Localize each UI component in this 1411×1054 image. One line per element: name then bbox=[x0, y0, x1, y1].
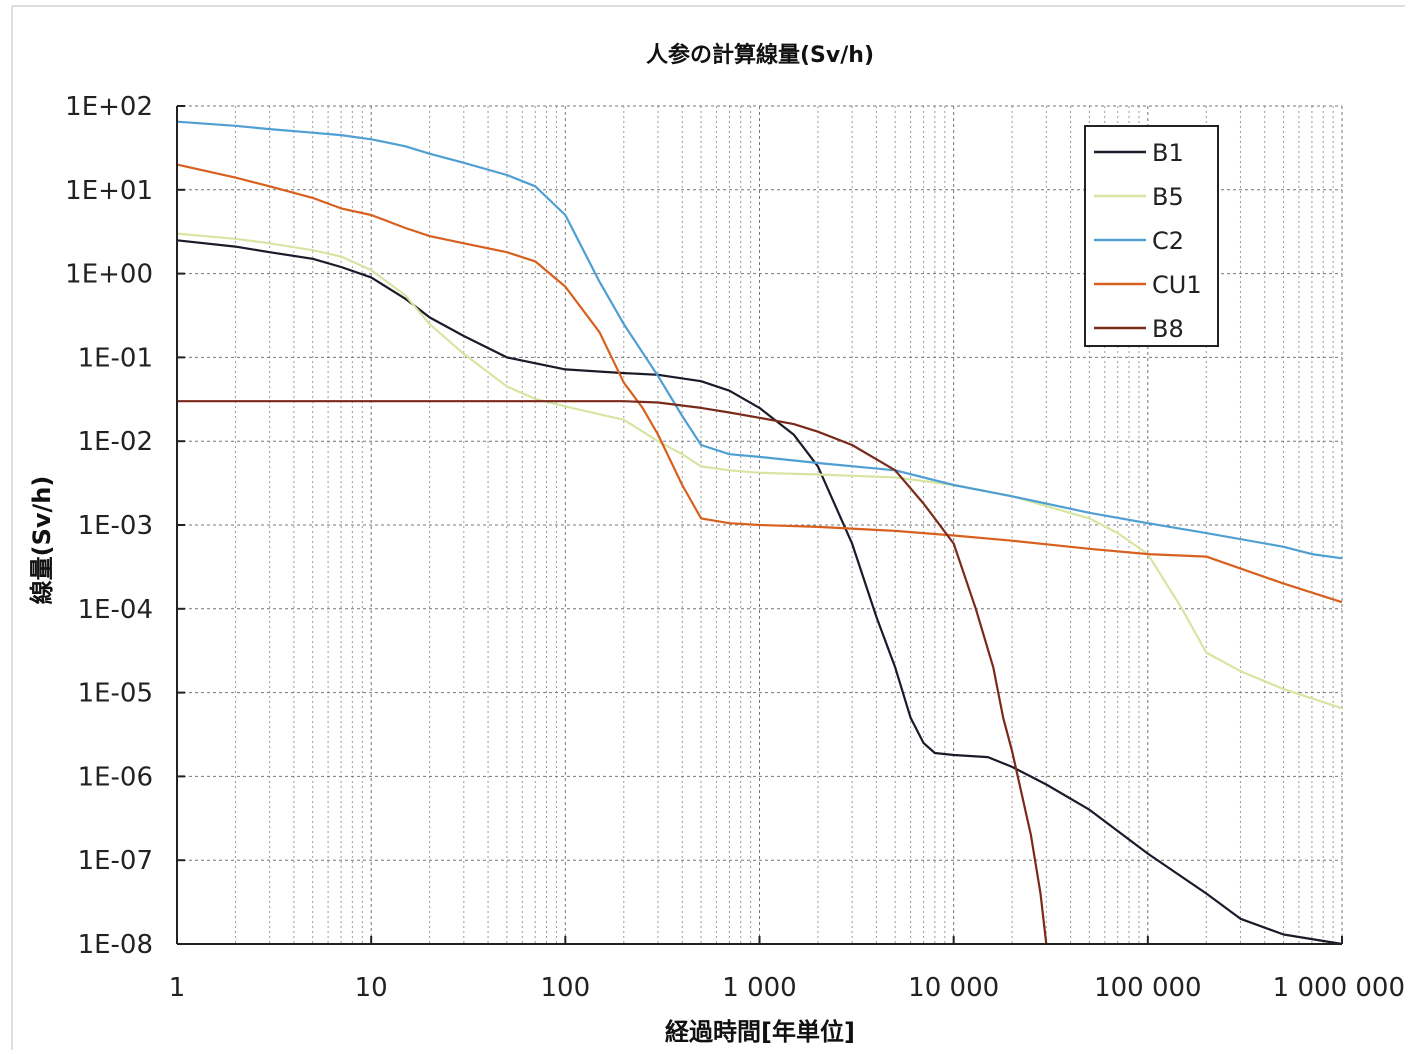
y-tick-label: 1E-08 bbox=[78, 930, 153, 960]
x-tick-label: 10 000 bbox=[908, 973, 999, 1003]
x-tick-label: 1 000 000 bbox=[1273, 973, 1405, 1003]
legend-label-c2: C2 bbox=[1152, 227, 1184, 255]
y-tick-label: 1E-01 bbox=[78, 343, 153, 373]
y-axis-title: 線量(Sv/h) bbox=[28, 476, 56, 605]
x-tick-label: 1 000 bbox=[722, 973, 796, 1003]
x-tick-label: 100 bbox=[541, 973, 591, 1003]
y-tick-label: 1E+02 bbox=[65, 92, 153, 122]
legend-label-b8: B8 bbox=[1152, 315, 1184, 343]
series-line-cu1 bbox=[176, 163, 1343, 604]
series-line-c2 bbox=[176, 120, 1343, 560]
y-tick-label: 1E-02 bbox=[78, 427, 153, 457]
axes bbox=[176, 105, 1343, 945]
series-line-b5 bbox=[176, 232, 1343, 710]
tick-labels: 1E+02 1E+01 1E+00 1E-01 1E-02 1E-03 1E-04 1E-05… bbox=[65, 92, 1405, 1003]
chart-title: 人参の計算線量(Sv/h) bbox=[646, 42, 874, 68]
legend: B1 B5 C2 CU1 B8 bbox=[1084, 125, 1219, 347]
x-tick-label: 10 bbox=[355, 973, 388, 1003]
y-tick-label: 1E-06 bbox=[78, 762, 153, 792]
series-line-b8 bbox=[177, 400, 1048, 945]
series-lines bbox=[176, 120, 1343, 946]
y-tick-label: 1E-04 bbox=[78, 595, 153, 625]
x-tick-label: 1 bbox=[169, 973, 186, 1003]
series-line-b1 bbox=[176, 239, 1343, 946]
legend-label-b5: B5 bbox=[1152, 183, 1184, 211]
y-tick-label: 1E-05 bbox=[78, 679, 153, 709]
legend-label-b1: B1 bbox=[1152, 139, 1184, 167]
y-tick-label: 1E+00 bbox=[65, 260, 153, 290]
x-tick-label: 100 000 bbox=[1094, 973, 1202, 1003]
y-tick-label: 1E-03 bbox=[78, 511, 153, 541]
y-tick-label: 1E+01 bbox=[65, 176, 153, 206]
legend-label-cu1: CU1 bbox=[1152, 271, 1202, 299]
x-axis-title: 経過時間[年単位] bbox=[665, 1018, 855, 1046]
legend-box bbox=[1084, 125, 1219, 347]
y-tick-label: 1E-07 bbox=[78, 846, 153, 876]
